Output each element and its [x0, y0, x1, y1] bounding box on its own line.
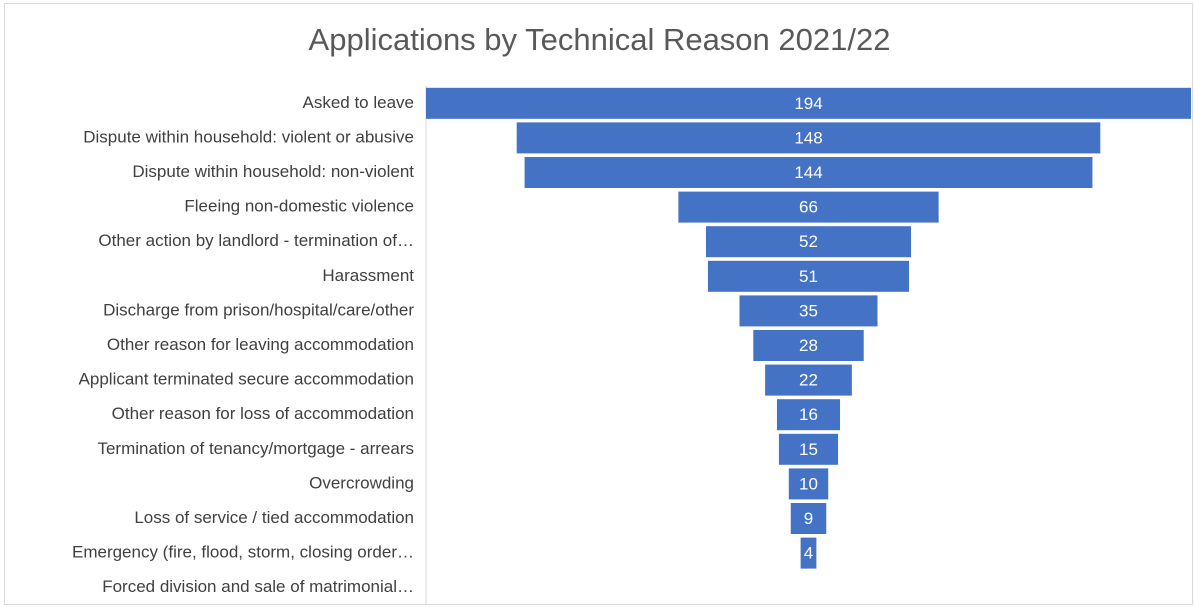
category-label: Loss of service / tied accommodation	[134, 508, 414, 527]
data-label: 10	[799, 474, 818, 493]
data-label: 51	[799, 267, 818, 286]
funnel-bar	[800, 537, 817, 569]
funnel-bar	[705, 226, 912, 258]
chart-title: Applications by Technical Reason 2021/22	[308, 22, 891, 57]
data-label: 22	[799, 371, 818, 390]
category-label: Asked to leave	[302, 93, 414, 112]
data-label: 194	[794, 94, 822, 113]
data-label: 15	[799, 440, 818, 459]
funnel-bar	[707, 260, 910, 292]
category-label: Discharge from prison/hospital/care/othe…	[103, 300, 414, 319]
data-label: 66	[799, 198, 818, 217]
category-label: Overcrowding	[309, 473, 414, 492]
funnel-bar	[790, 503, 827, 534]
category-label: Other reason for leaving accommodation	[107, 335, 414, 354]
data-label: 144	[794, 163, 822, 182]
category-label: Applicant terminated secure accommodatio…	[79, 370, 414, 389]
category-label: Emergency (fire, flood, storm, closing o…	[72, 543, 414, 562]
funnel-bar	[426, 87, 1191, 119]
funnel-bar	[678, 191, 939, 223]
funnel-bar	[516, 122, 1101, 154]
category-label: Other action by landlord - termination o…	[98, 231, 414, 250]
data-label: 148	[794, 128, 822, 147]
funnel-bar	[753, 330, 864, 361]
funnel-bar	[524, 157, 1093, 188]
data-label: 28	[799, 336, 818, 355]
funnel-bar	[776, 399, 841, 431]
funnel-bar	[778, 433, 839, 465]
category-label: Other reason for loss of accommodation	[112, 404, 414, 423]
category-label: Fleeing non-domestic violence	[184, 197, 414, 216]
funnel-chart: Asked to leave 194 Dispute within househol…	[72, 86, 1191, 604]
category-label: Termination of tenancy/mortgage - arrear…	[97, 439, 414, 458]
chart-frame: Applications by Technical Reason 2021/22…	[4, 3, 1193, 605]
category-label: Dispute within household: non-violent	[132, 162, 414, 181]
funnel-bar	[765, 364, 852, 396]
category-label: Harassment	[322, 266, 414, 285]
data-label: 35	[799, 301, 818, 320]
category-label: Forced division and sale of matrimonial…	[102, 577, 414, 596]
funnel-bar	[788, 468, 829, 500]
data-label: 4	[804, 544, 813, 563]
data-label: 52	[799, 232, 818, 251]
funnel-bar	[739, 295, 878, 327]
data-label: 16	[799, 405, 818, 424]
data-label: 9	[804, 509, 813, 528]
category-label: Dispute within household: violent or abu…	[83, 127, 414, 146]
